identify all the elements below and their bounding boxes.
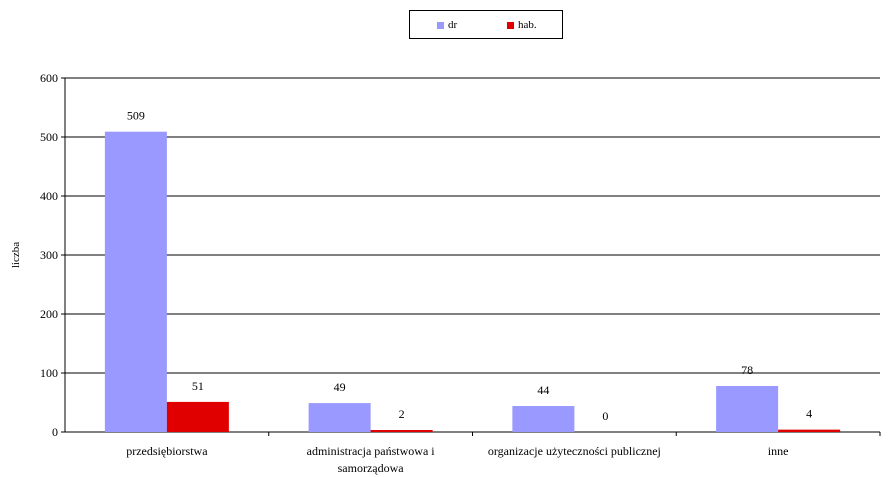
bar-dr <box>104 131 167 432</box>
x-tick-label: organizacje użyteczności publicznej <box>488 444 661 458</box>
data-label: 509 <box>127 109 145 123</box>
data-label: 78 <box>741 363 753 377</box>
x-tick-label: przedsiębiorstwa <box>126 444 208 458</box>
y-axis-label: liczba <box>10 242 22 268</box>
y-tick-label: 500 <box>40 130 58 144</box>
data-label: 44 <box>537 383 549 397</box>
bar-dr <box>716 385 779 432</box>
data-label: 49 <box>334 380 346 394</box>
legend-swatch-dr <box>437 21 444 29</box>
y-tick-label: 400 <box>40 189 58 203</box>
bar-hab <box>370 430 433 432</box>
chart-legend: dr hab. <box>409 10 563 39</box>
data-label: 0 <box>602 409 608 423</box>
y-tick-label: 100 <box>40 366 58 380</box>
legend-swatch-hab <box>507 21 514 29</box>
bar-hab <box>778 429 841 432</box>
data-label: 4 <box>806 407 812 421</box>
y-tick-label: 0 <box>52 425 58 439</box>
legend-item-dr: dr <box>437 19 457 31</box>
y-tick-label: 300 <box>40 248 58 262</box>
bar-dr <box>512 406 575 432</box>
y-tick-label: 200 <box>40 307 58 321</box>
x-tick-label: samorządowa <box>338 461 405 475</box>
legend-label-hab: hab. <box>518 19 537 31</box>
legend-item-hab: hab. <box>507 19 537 31</box>
y-tick-label: 600 <box>40 71 58 85</box>
data-label: 2 <box>399 407 405 421</box>
x-tick-label: administracja państwowa i <box>307 444 436 458</box>
bar-hab <box>166 401 229 432</box>
data-label: 51 <box>192 379 204 393</box>
x-tick-label: inne <box>768 444 789 458</box>
legend-label-dr: dr <box>448 19 458 31</box>
bar-dr <box>308 403 371 432</box>
